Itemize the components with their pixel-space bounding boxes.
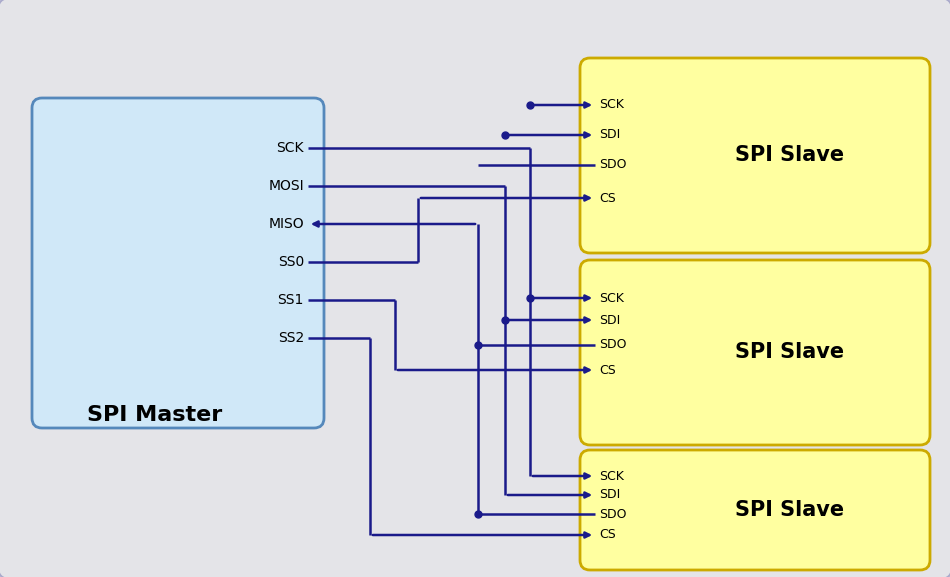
FancyBboxPatch shape — [580, 58, 930, 253]
Text: MOSI: MOSI — [268, 179, 304, 193]
Text: SCK: SCK — [599, 470, 624, 482]
FancyBboxPatch shape — [32, 98, 324, 428]
Text: CS: CS — [599, 364, 616, 377]
Text: SPI Slave: SPI Slave — [735, 500, 845, 520]
Text: CS: CS — [599, 192, 616, 204]
Text: SDI: SDI — [599, 129, 620, 141]
Text: SS0: SS0 — [277, 255, 304, 269]
Text: CS: CS — [599, 529, 616, 541]
Text: SS2: SS2 — [277, 331, 304, 345]
Text: SCK: SCK — [599, 99, 624, 111]
Text: SCK: SCK — [276, 141, 304, 155]
FancyBboxPatch shape — [580, 260, 930, 445]
Text: SDI: SDI — [599, 313, 620, 327]
Text: SPI Slave: SPI Slave — [735, 342, 845, 362]
Text: SPI Slave: SPI Slave — [735, 145, 845, 165]
Text: SDI: SDI — [599, 489, 620, 501]
Text: SCK: SCK — [599, 291, 624, 305]
Text: SPI Master: SPI Master — [87, 405, 222, 425]
Text: SDO: SDO — [599, 339, 626, 351]
Text: SDO: SDO — [599, 508, 626, 520]
FancyBboxPatch shape — [580, 450, 930, 570]
Text: SS1: SS1 — [277, 293, 304, 307]
Text: SDO: SDO — [599, 159, 626, 171]
Text: MISO: MISO — [268, 217, 304, 231]
